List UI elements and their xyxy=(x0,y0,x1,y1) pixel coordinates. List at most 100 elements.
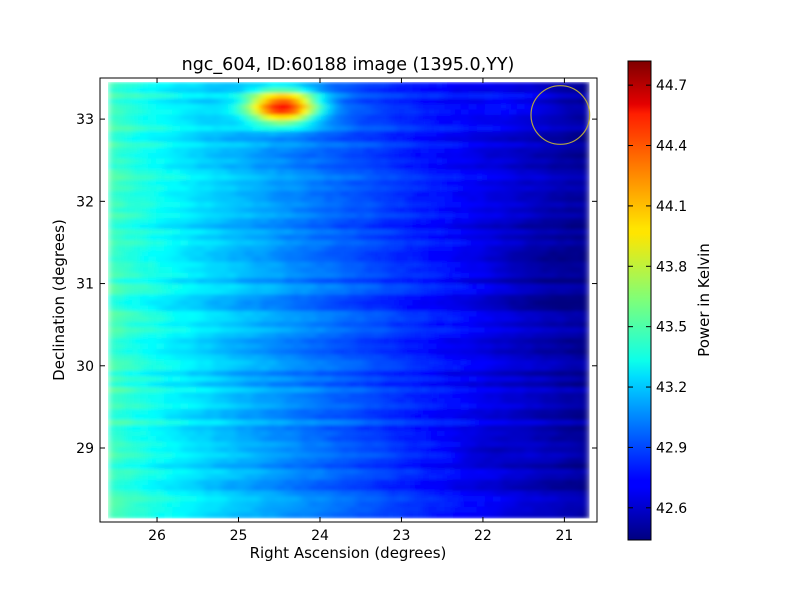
heatmap-cell xyxy=(548,359,558,366)
heatmap-cell xyxy=(348,479,358,486)
heatmap-cell xyxy=(140,261,149,268)
heatmap-cell xyxy=(284,479,294,486)
heatmap-cell xyxy=(212,327,221,334)
heatmap-cell xyxy=(324,245,334,252)
heatmap-cell xyxy=(348,414,358,421)
heatmap-cell xyxy=(284,485,294,492)
heatmap-cell xyxy=(404,234,414,241)
heatmap-cell xyxy=(580,283,590,290)
heatmap-cell xyxy=(284,365,294,372)
heatmap-cell xyxy=(196,93,205,100)
heatmap-cell xyxy=(220,403,229,410)
heatmap-cell xyxy=(316,109,326,116)
heatmap-cell xyxy=(500,142,510,149)
heatmap-cell xyxy=(564,468,574,475)
heatmap-cell xyxy=(492,272,502,279)
heatmap-cell xyxy=(108,229,117,236)
heatmap-cell xyxy=(316,131,326,138)
heatmap-cell xyxy=(284,349,294,356)
heatmap-cell xyxy=(476,174,486,181)
heatmap-cell xyxy=(508,359,518,366)
heatmap-cell xyxy=(316,283,326,290)
heatmap-cell xyxy=(516,305,526,312)
heatmap-cell xyxy=(548,109,558,116)
heatmap-cell xyxy=(404,207,414,214)
heatmap-cell xyxy=(108,201,117,208)
heatmap-cell xyxy=(244,463,253,470)
heatmap-cell xyxy=(204,87,213,94)
heatmap-cell xyxy=(204,496,213,503)
heatmap-cell xyxy=(316,250,326,258)
heatmap-cell xyxy=(388,474,398,481)
heatmap-cell xyxy=(492,512,502,519)
heatmap-cell xyxy=(444,261,454,268)
heatmap-cell xyxy=(244,496,253,503)
heatmap-cell xyxy=(428,485,438,492)
heatmap-cell xyxy=(460,180,470,187)
heatmap-cell xyxy=(276,250,285,258)
heatmap-cell xyxy=(164,425,173,432)
heatmap-cell xyxy=(364,131,374,138)
heatmap-cell xyxy=(468,245,478,252)
heatmap-cell xyxy=(156,131,165,138)
heatmap-cell xyxy=(276,408,285,415)
heatmap-cell xyxy=(420,125,430,132)
heatmap-cell xyxy=(532,212,542,219)
heatmap-cell xyxy=(300,278,310,285)
heatmap-cell xyxy=(516,398,526,405)
heatmap-cell xyxy=(292,447,302,454)
heatmap-cell xyxy=(420,316,430,323)
heatmap-cell xyxy=(436,169,446,176)
heatmap-cell xyxy=(468,109,478,116)
heatmap-cell xyxy=(508,142,518,149)
heatmap-cell xyxy=(556,414,566,421)
heatmap-cell xyxy=(540,120,550,127)
heatmap-cell xyxy=(292,381,302,388)
heatmap-cell xyxy=(436,321,446,328)
heatmap-cell xyxy=(156,223,165,230)
heatmap-cell xyxy=(220,327,229,334)
heatmap-cell xyxy=(460,463,470,470)
heatmap-cell xyxy=(380,109,390,116)
heatmap-cell xyxy=(500,223,510,230)
heatmap-cell xyxy=(428,501,438,508)
heatmap-cell xyxy=(564,294,574,301)
heatmap-cell xyxy=(300,305,310,312)
heatmap-cell xyxy=(324,289,334,296)
heatmap-cell xyxy=(468,463,478,470)
heatmap-cell xyxy=(252,120,261,127)
heatmap-cell xyxy=(548,245,558,252)
heatmap-cell xyxy=(292,163,302,170)
heatmap-cell xyxy=(116,430,125,437)
heatmap-cell xyxy=(580,354,590,361)
heatmap-cell xyxy=(324,474,334,481)
heatmap-cell xyxy=(284,408,294,415)
heatmap-cell xyxy=(356,300,366,307)
heatmap-cell xyxy=(484,376,494,383)
heatmap-cell xyxy=(364,408,374,415)
heatmap-cell xyxy=(548,278,558,285)
heatmap-cell xyxy=(372,283,382,290)
heatmap-cell xyxy=(324,436,334,443)
heatmap-cell xyxy=(252,93,261,100)
heatmap-cell xyxy=(468,441,478,448)
heatmap-cell xyxy=(172,283,181,290)
heatmap-cell xyxy=(324,250,334,258)
heatmap-cell xyxy=(452,163,462,170)
heatmap-cell xyxy=(468,98,478,105)
heatmap-cell xyxy=(356,447,366,454)
heatmap-cell xyxy=(420,300,430,307)
heatmap-cell xyxy=(316,370,326,377)
heatmap-cell xyxy=(468,512,478,519)
heatmap-cell xyxy=(276,234,285,241)
heatmap-cell xyxy=(284,93,294,100)
heatmap-cell xyxy=(556,163,566,170)
heatmap-cell xyxy=(564,109,574,116)
heatmap-cell xyxy=(332,289,342,296)
heatmap-cell xyxy=(180,158,189,165)
heatmap-cell xyxy=(212,229,221,236)
heatmap-cell xyxy=(332,87,342,94)
heatmap-cell xyxy=(372,479,382,486)
heatmap-cell xyxy=(348,261,358,268)
heatmap-cell xyxy=(428,114,438,121)
